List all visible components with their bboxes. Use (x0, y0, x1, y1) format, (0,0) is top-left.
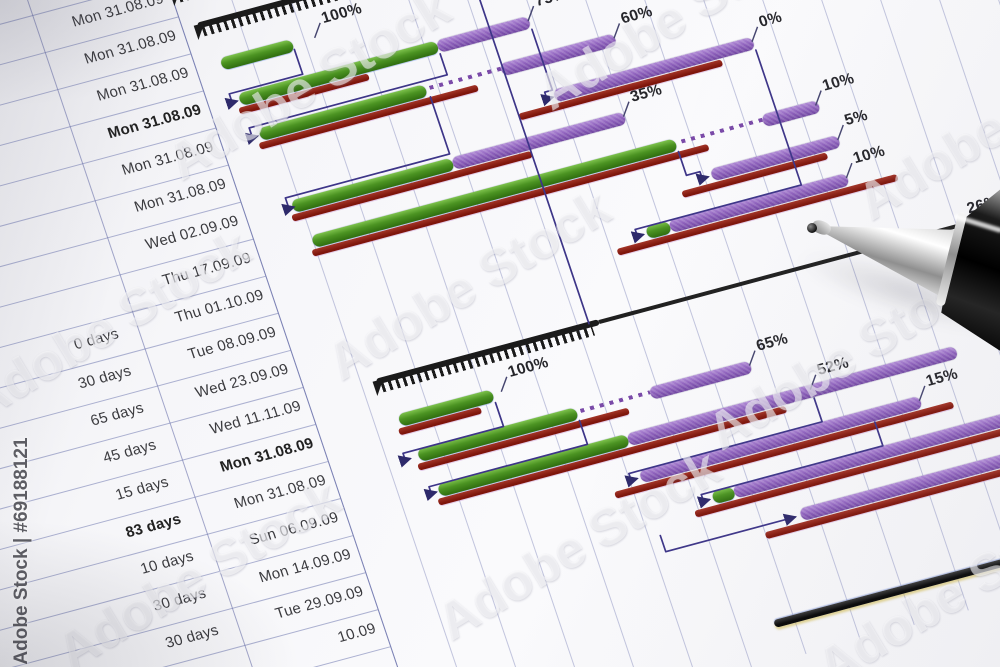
stock-watermark-id: Adobe Stock | #69188121 (11, 437, 32, 665)
